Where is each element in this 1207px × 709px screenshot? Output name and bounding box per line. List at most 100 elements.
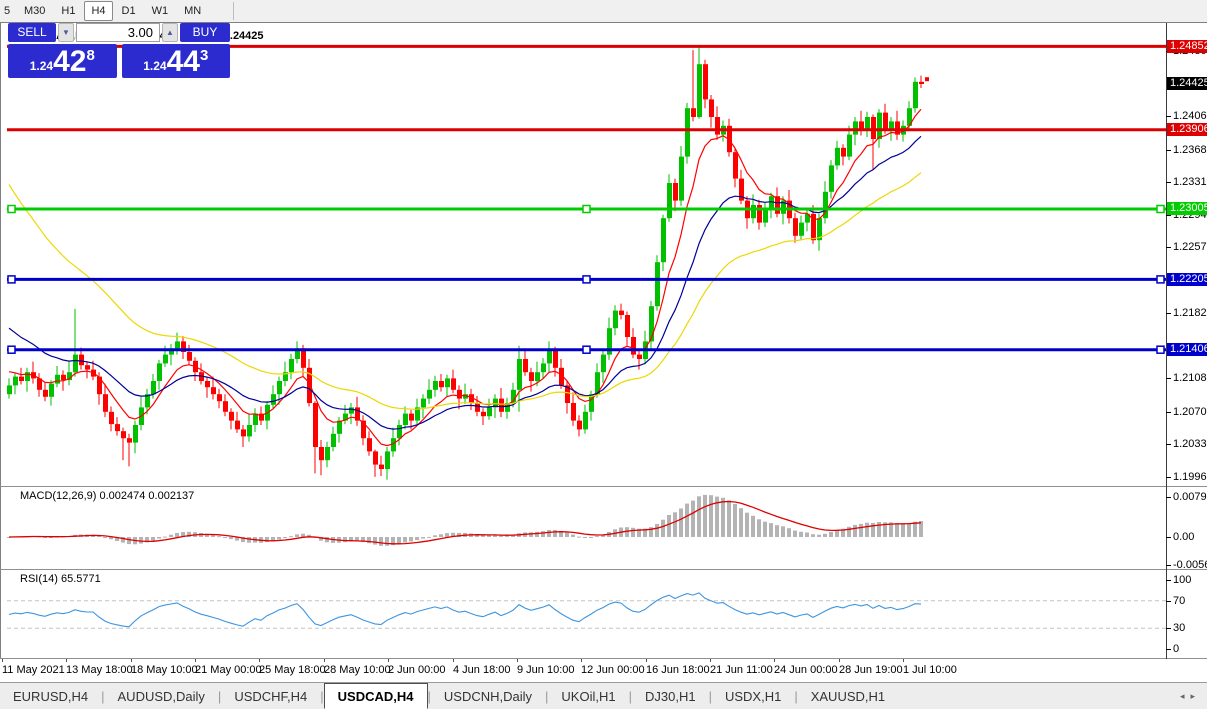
- timeframe-button-H1[interactable]: H1: [61, 5, 76, 17]
- price-tick-label: 1.19960: [1173, 471, 1207, 483]
- price-tick: [1166, 182, 1171, 183]
- sell-price-big: 42: [53, 45, 87, 78]
- price-tick-label: 1.23310: [1173, 176, 1207, 188]
- macd-tick-label: 0.00: [1173, 531, 1195, 543]
- timeframe-button-D1[interactable]: D1: [121, 5, 136, 17]
- hline-handle[interactable]: [1156, 275, 1165, 284]
- time-tick: [453, 659, 454, 662]
- ma-slow-line[interactable]: [8, 172, 922, 410]
- macd-separator[interactable]: [0, 486, 1207, 487]
- tab-usdchf-h4[interactable]: USDCHF,H4: [234, 689, 308, 704]
- rsi-tick-label: 0: [1173, 643, 1180, 655]
- time-tick: [195, 659, 196, 662]
- time-label: 24 Jun 00:00: [774, 664, 838, 676]
- sell-price-pip: 8: [86, 47, 95, 64]
- tab-separator: |: [320, 689, 324, 704]
- timeframe-button-H4[interactable]: H4: [84, 1, 113, 21]
- time-label: 21 May 00:00: [195, 664, 262, 676]
- ma-fast-line[interactable]: [8, 108, 922, 447]
- time-label: 4 Jun 18:00: [453, 664, 511, 676]
- time-tick: [131, 659, 132, 662]
- tab-ukoil-h1[interactable]: UKOil,H1: [561, 689, 616, 704]
- price-tick: [1166, 116, 1171, 117]
- hline-handle[interactable]: [1156, 204, 1165, 214]
- sell-button[interactable]: SELL: [8, 23, 56, 42]
- tab-separator: |: [708, 689, 712, 704]
- tab-separator: |: [217, 689, 222, 704]
- hline-handle[interactable]: [7, 204, 16, 214]
- tab-usdx-h1[interactable]: USDX,H1: [724, 689, 782, 704]
- rsi-separator[interactable]: [0, 569, 1207, 570]
- volume-increase-button[interactable]: ▲: [162, 23, 178, 42]
- toolbar-divider: [233, 2, 234, 20]
- time-label: 21 Jun 11:00: [710, 664, 773, 676]
- hline-handle[interactable]: [7, 275, 16, 284]
- time-tick: [388, 659, 389, 662]
- macd-svg: [7, 494, 923, 546]
- time-label: 1 Jul 10:00: [903, 664, 957, 676]
- price-tick-label: 1.20330: [1173, 438, 1207, 450]
- sell-price-button[interactable]: 1.24 42 8: [8, 44, 117, 78]
- macd-tick-label: -0.005669: [1173, 559, 1207, 571]
- hline-handle[interactable]: [7, 345, 16, 354]
- buy-price-prefix: 1.24: [143, 59, 167, 73]
- tab-eurusd-h4[interactable]: EURUSD,H4: [13, 689, 89, 704]
- time-tick: [710, 659, 711, 662]
- buy-price-big: 44: [166, 45, 200, 78]
- tab-scroll-arrows[interactable]: ◂▸: [1179, 691, 1201, 701]
- buy-price-button[interactable]: 1.24 44 3: [121, 44, 230, 78]
- hline-handle[interactable]: [582, 275, 591, 284]
- tab-usdcad-h4[interactable]: USDCAD,H4: [323, 682, 428, 709]
- hline-handle[interactable]: [582, 204, 591, 214]
- volume-decrease-button[interactable]: ▼: [58, 23, 74, 42]
- one-click-trade-panel: SELL ▼ 3.00 ▲ BUY 1.24 42 8 1.24 44 3: [8, 23, 230, 82]
- time-label: 11 May 2021: [2, 664, 65, 676]
- level-price-label: 1.21406: [1167, 343, 1207, 356]
- level-price-label: 1.23906: [1167, 123, 1207, 136]
- level-price-label: 1.23005: [1167, 202, 1207, 215]
- time-tick: [517, 659, 518, 662]
- tab-dj30-h1[interactable]: DJ30,H1: [645, 689, 696, 704]
- ma-medium-line[interactable]: [8, 135, 922, 430]
- time-label: 16 Jun 18:00: [646, 664, 710, 676]
- buy-button[interactable]: BUY: [180, 23, 230, 42]
- price-axis-border: [1166, 23, 1167, 660]
- tab-separator: |: [628, 689, 632, 704]
- candlestick-series: [7, 46, 924, 480]
- macd-tick-label: 0.007959: [1173, 491, 1207, 503]
- price-tick-label: 1.24060: [1173, 110, 1207, 122]
- macd-tick: [1166, 565, 1171, 566]
- price-tick: [1166, 247, 1171, 248]
- rsi-svg: [7, 592, 1167, 629]
- rsi-label: RSI(14) 65.5771: [20, 573, 101, 585]
- time-label: 28 May 10:00: [324, 664, 391, 676]
- timeframe-button-M30[interactable]: M30: [24, 5, 46, 17]
- time-tick: [66, 659, 67, 662]
- time-label: 12 Jun 00:00: [581, 664, 645, 676]
- tab-xauusd-h1[interactable]: XAUUSD,H1: [810, 689, 886, 704]
- price-tick-label: 1.23680: [1173, 144, 1207, 156]
- sell-price-prefix: 1.24: [29, 59, 54, 73]
- level-price-label: 1.22205: [1167, 273, 1207, 286]
- hline-handle[interactable]: [1156, 345, 1165, 354]
- price-tick: [1166, 412, 1171, 413]
- time-tick: [774, 659, 775, 662]
- timeframe-button-W1[interactable]: W1: [151, 5, 169, 17]
- timeframe-button-5[interactable]: 5: [4, 5, 11, 17]
- time-tick: [646, 659, 647, 662]
- volume-input[interactable]: 3.00: [76, 23, 160, 42]
- hline-handle[interactable]: [582, 345, 591, 354]
- time-axis: 11 May 2021 13 May 18:00 18 May 10:00 21 Ma…: [0, 659, 1207, 682]
- rsi-tick: [1166, 628, 1171, 629]
- tab-separator: |: [794, 689, 798, 704]
- symbol-tab-bar: EURUSD,H4 | AUDUSD,Daily | USDCHF,H4 | USDCAD,…: [0, 682, 1207, 709]
- tab-audusd-daily[interactable]: AUDUSD,Daily: [117, 689, 205, 704]
- tab-usdcnh-daily[interactable]: USDCNH,Daily: [443, 689, 533, 704]
- rsi-tick-label: 70: [1173, 595, 1186, 607]
- time-label: 25 May 18:00: [259, 664, 326, 676]
- timeframe-button-MN[interactable]: MN: [184, 5, 202, 17]
- time-tick: [903, 659, 904, 662]
- macd-histogram: [7, 494, 923, 546]
- price-tick: [1166, 477, 1171, 478]
